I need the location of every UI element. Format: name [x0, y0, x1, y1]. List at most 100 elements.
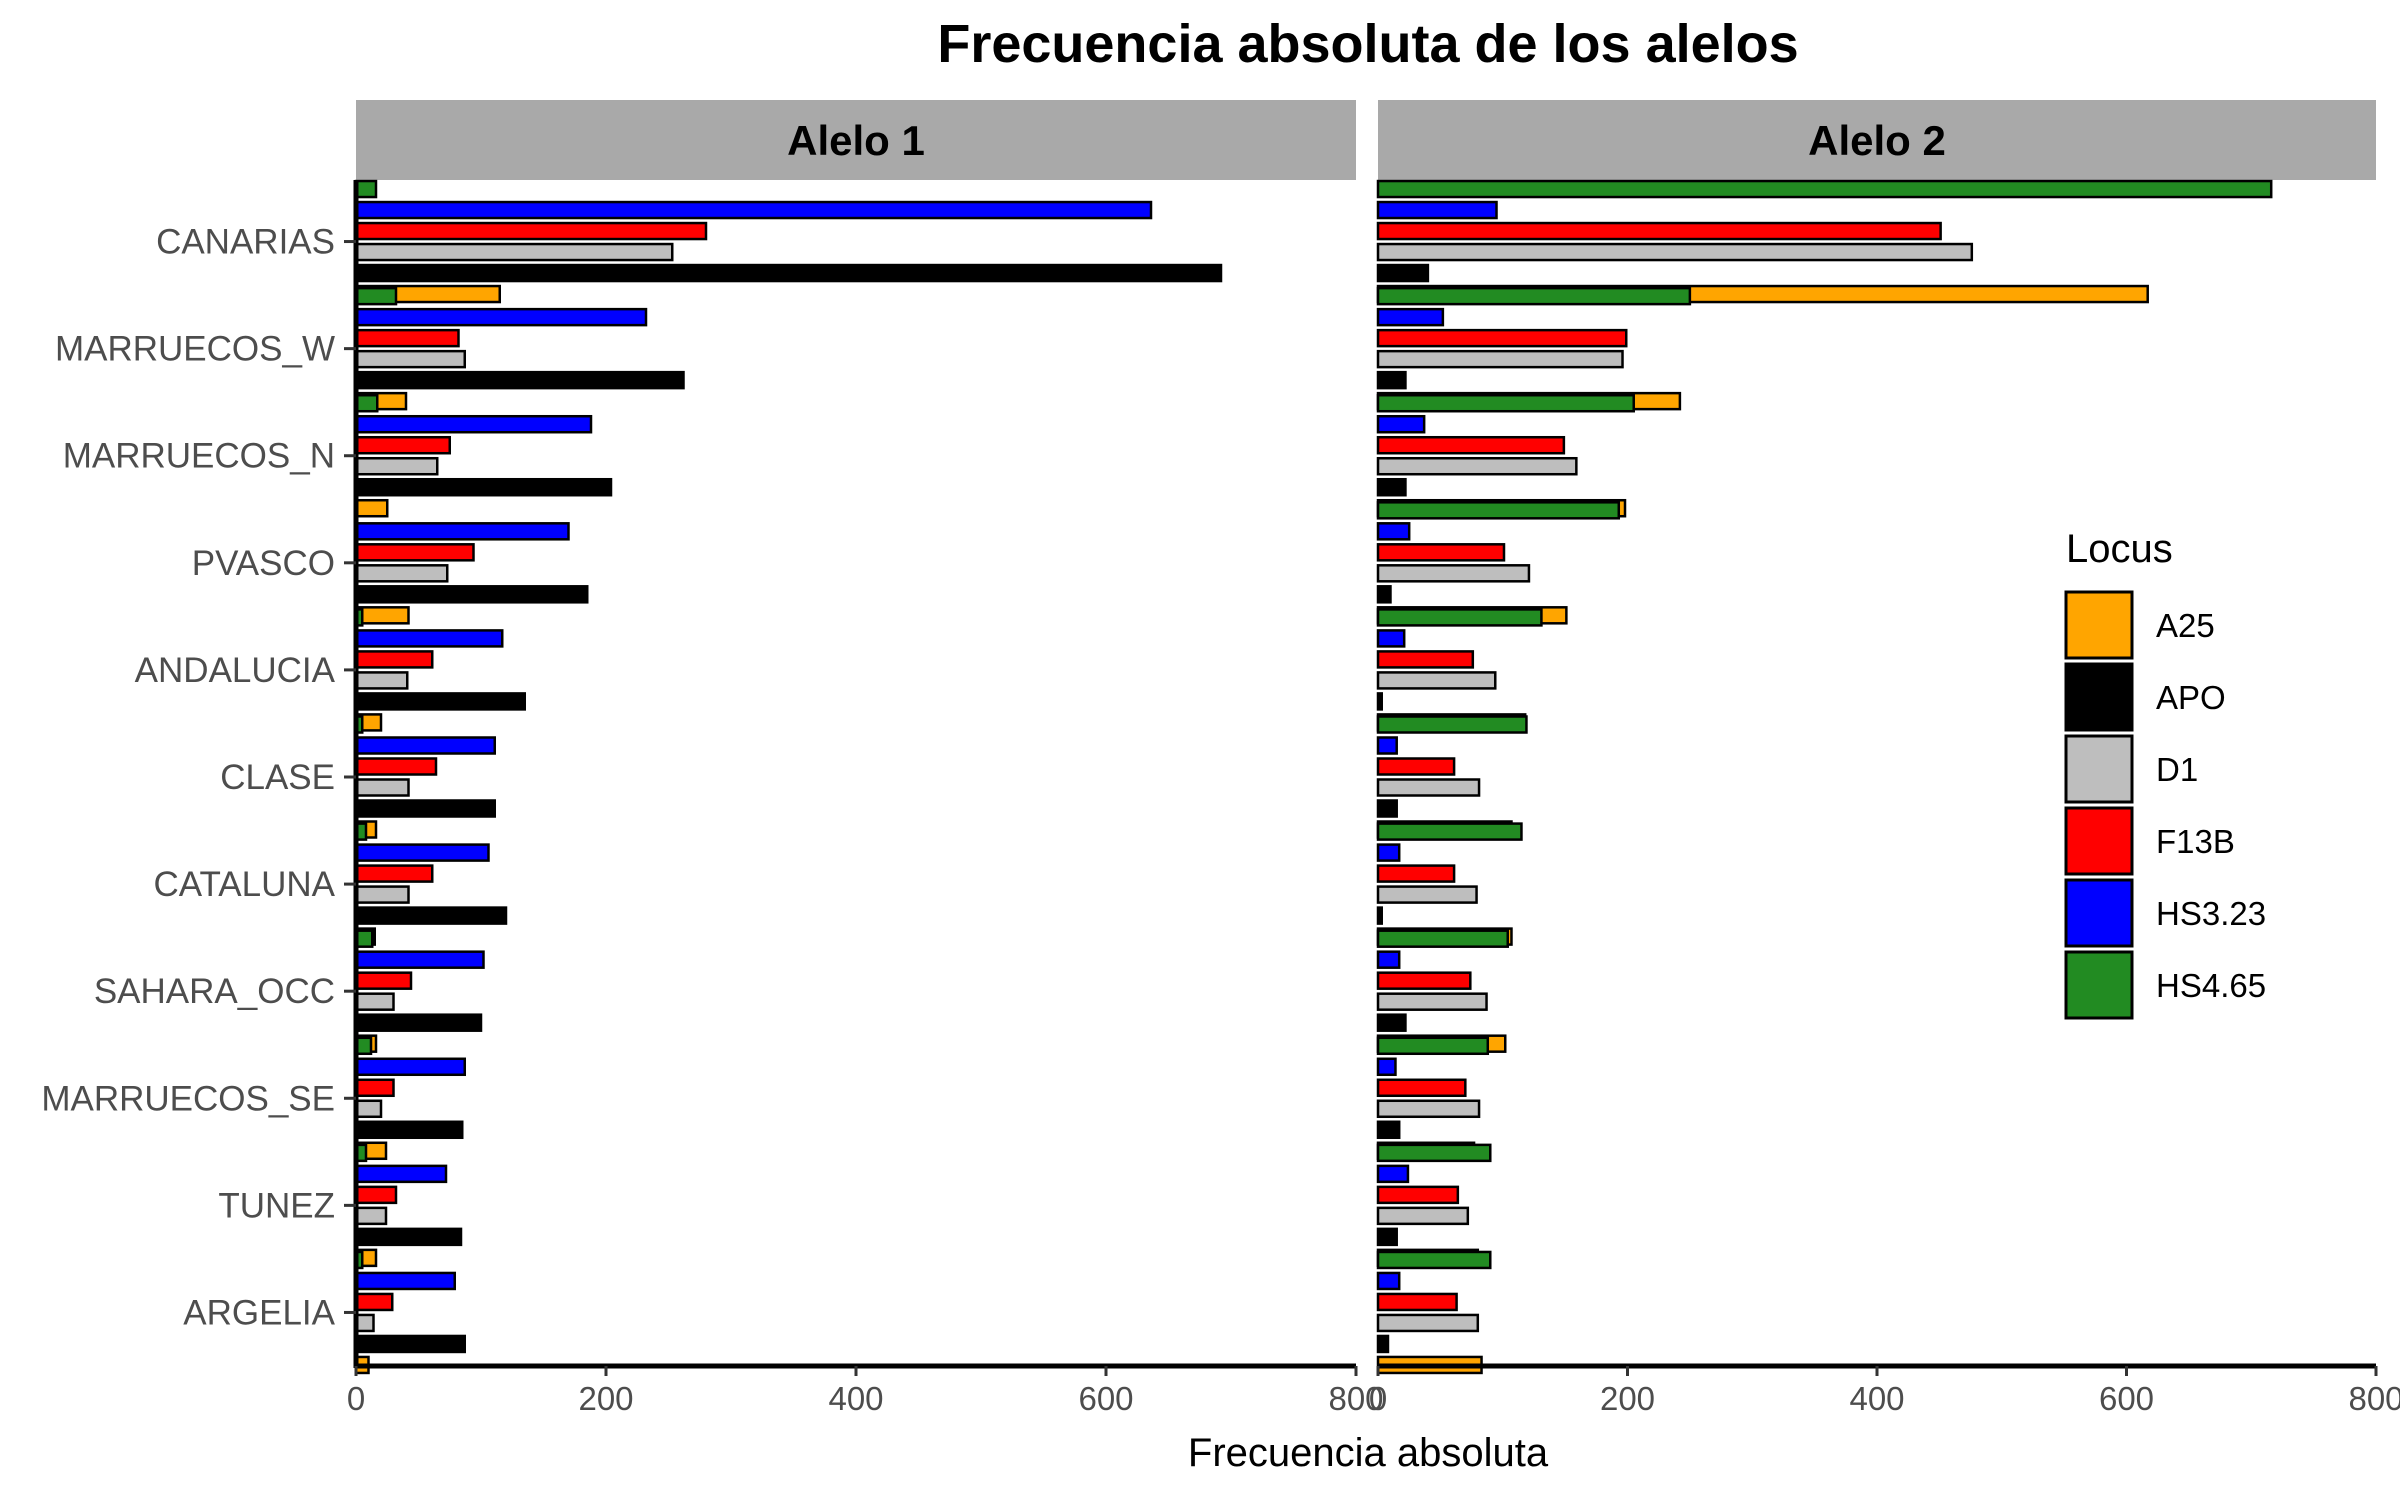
- bar-apo: [1376, 692, 1383, 711]
- x-tick-label: 400: [828, 1380, 883, 1417]
- category-labels: CANARIAS MARRUECOS_W MARRUECOS_N PVASCO ANDA…: [41, 223, 356, 1332]
- bar-group-cataluna: [1376, 822, 1523, 946]
- bar-f13b: [354, 1292, 394, 1312]
- bar-group-marruecos-n: [1376, 393, 1635, 518]
- bar-apo: [354, 263, 1223, 283]
- bar-group-marruecos-n: [354, 393, 613, 518]
- bar-f13b: [1376, 650, 1475, 669]
- bar-f13b: [354, 221, 708, 241]
- bar-d1: [1376, 885, 1478, 904]
- facet-label: Alelo 2: [1808, 117, 1946, 164]
- bar-d1: [354, 885, 410, 904]
- x-tick-label: 0: [1369, 1380, 1387, 1417]
- bar-hs3-23: [1376, 200, 1498, 220]
- bar-apo: [1376, 799, 1398, 818]
- bar-apo: [1376, 1334, 1390, 1354]
- bar-f13b: [1376, 328, 1628, 348]
- legend-item-d1: D1: [2064, 734, 2198, 804]
- bar-hs3-23: [354, 200, 1153, 220]
- bar-hs3-23: [1376, 950, 1401, 969]
- bar-hs4-65: [1376, 822, 1523, 841]
- bar-group-canarias: [1376, 179, 2273, 304]
- bar-hs3-23: [354, 522, 570, 541]
- bar-group-andalucia: [354, 608, 526, 732]
- bar-hs3-23: [354, 1057, 466, 1077]
- bar-hs3-23: [354, 950, 485, 969]
- bar-f13b: [1376, 971, 1472, 990]
- bar-hs3-23: [354, 629, 504, 648]
- bar-group-marruecos-se: [1376, 1036, 1490, 1161]
- category-label: MARRUECOS_W: [55, 330, 335, 369]
- bar-hs4-65: [1376, 501, 1621, 520]
- legend-key: [2064, 734, 2134, 804]
- category-label: CLASE: [220, 758, 335, 797]
- bar-apo: [354, 1334, 466, 1354]
- bar-f13b: [354, 1185, 398, 1205]
- bar-f13b: [354, 328, 460, 348]
- x-tick-label: 0: [347, 1380, 365, 1417]
- bar-hs4-65: [354, 286, 398, 306]
- bar-apo: [1376, 263, 1430, 283]
- legend-item-apo: APO: [2064, 662, 2226, 732]
- legend-key: [2064, 662, 2134, 732]
- bar-a25: [354, 606, 410, 625]
- bar-f13b: [354, 435, 451, 455]
- legend-label: F13B: [2156, 823, 2235, 860]
- bar-hs3-23: [1376, 522, 1411, 541]
- x-tick-label: 600: [2099, 1380, 2154, 1417]
- bar-hs4-65: [354, 393, 379, 413]
- bar-hs3-23: [1376, 1271, 1401, 1291]
- category-label: ANDALUCIA: [135, 651, 336, 690]
- bar-d1: [1376, 1099, 1481, 1119]
- bar-hs3-23: [354, 307, 648, 327]
- bar-f13b: [354, 543, 475, 562]
- bar-apo: [354, 1013, 483, 1032]
- bar-f13b: [1376, 864, 1456, 883]
- bar-d1: [354, 349, 466, 369]
- category-label: CANARIAS: [156, 223, 335, 262]
- category-label: ARGELIA: [183, 1293, 335, 1332]
- bar-hs3-23: [1376, 1057, 1397, 1077]
- bar-group-pvasco: [1376, 501, 1621, 625]
- bar-group-tunez: [1376, 1143, 1492, 1268]
- bar-f13b: [354, 1078, 395, 1098]
- bar-apo: [1376, 477, 1407, 497]
- bar-hs4-65: [354, 179, 378, 199]
- bar-group-clase: [354, 715, 496, 839]
- legend-label: HS4.65: [2156, 967, 2266, 1004]
- bar-hs4-65: [1376, 1143, 1492, 1163]
- bar-apo: [1376, 585, 1392, 604]
- bar-apo: [354, 1227, 463, 1247]
- bar-f13b: [1376, 1292, 1458, 1312]
- x-tick-label: 800: [1328, 1380, 1383, 1417]
- bar-d1: [354, 671, 409, 690]
- bar-d1: [1376, 564, 1531, 583]
- bar-group-sahara-occ: [354, 929, 485, 1053]
- bar-apo: [1376, 1013, 1407, 1032]
- bar-f13b: [354, 650, 434, 669]
- panel-alelo-1: Alelo 1 0 200 400 600 800: [347, 100, 1384, 1417]
- bar-d1: [354, 1206, 388, 1226]
- bar-hs4-65: [1376, 286, 1692, 306]
- bar-d1: [1376, 1206, 1470, 1226]
- legend-key: [2064, 590, 2134, 660]
- bar-f13b: [354, 864, 434, 883]
- category-label: MARRUECOS_SE: [41, 1079, 335, 1118]
- bar-hs3-23: [1376, 1164, 1410, 1184]
- bar-group-andalucia: [1376, 608, 1543, 732]
- category-label: PVASCO: [192, 544, 335, 583]
- bar-hs3-23: [1376, 629, 1406, 648]
- legend-items: A25 APO D1 F13B HS3.23 HS4.65: [2064, 590, 2266, 1020]
- panel-alelo-2: Alelo 2 0 200 400 600 800: [1369, 100, 2400, 1417]
- bar-d1: [1376, 349, 1624, 369]
- bar-apo: [1376, 1227, 1398, 1247]
- bar-d1: [1376, 1313, 1480, 1333]
- bar-d1: [354, 778, 410, 797]
- bar-apo: [1376, 1120, 1401, 1140]
- bar-group-marruecos-w: [1376, 286, 1692, 411]
- bar-hs3-23: [354, 1271, 456, 1291]
- bar-f13b: [1376, 1185, 1460, 1205]
- bar-hs4-65: [1376, 179, 2273, 199]
- bar-group-sahara-occ: [1376, 929, 1509, 1053]
- bar-d1: [354, 242, 674, 262]
